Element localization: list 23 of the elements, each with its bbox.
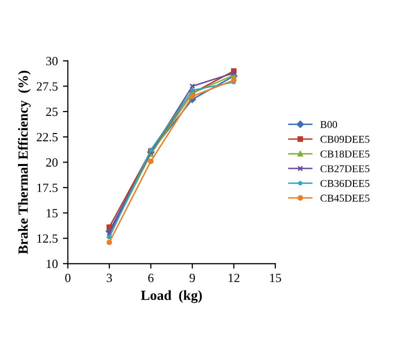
legend-label: B00	[320, 121, 338, 128]
y-tick-label: 17.5	[37, 184, 58, 192]
x-tick-label: 6	[148, 274, 154, 282]
x-tick-label: 0	[65, 274, 70, 282]
legend-label: CB45DEE5	[320, 194, 370, 202]
x-tick-label: 9	[190, 274, 195, 282]
y-tick-label: 15	[46, 209, 58, 218]
legend-label: CB36DEE5	[320, 180, 370, 187]
y-axis-title: Brake Thermal Efficiency (%)	[18, 70, 31, 254]
y-tick-label: 27.5	[36, 82, 58, 91]
x-tick-label: 3	[106, 274, 112, 282]
legend-label: CB18DEE5	[320, 150, 370, 158]
x-axis-title: Load (kg)	[140, 290, 202, 303]
y-tick-label: 30	[46, 56, 58, 66]
legend-label: CB27DEE5	[320, 165, 370, 172]
x-tick-label: 15	[270, 274, 282, 282]
y-tick-label: 22.5	[36, 132, 58, 142]
x-tick-label: 12	[228, 274, 240, 282]
y-tick-label: 20	[46, 158, 58, 167]
y-tick-label: 12.5	[37, 234, 58, 243]
y-tick-label: 10	[46, 260, 58, 268]
legend-label: CB09DEE5	[320, 136, 370, 143]
y-tick-label: 25	[46, 108, 58, 116]
